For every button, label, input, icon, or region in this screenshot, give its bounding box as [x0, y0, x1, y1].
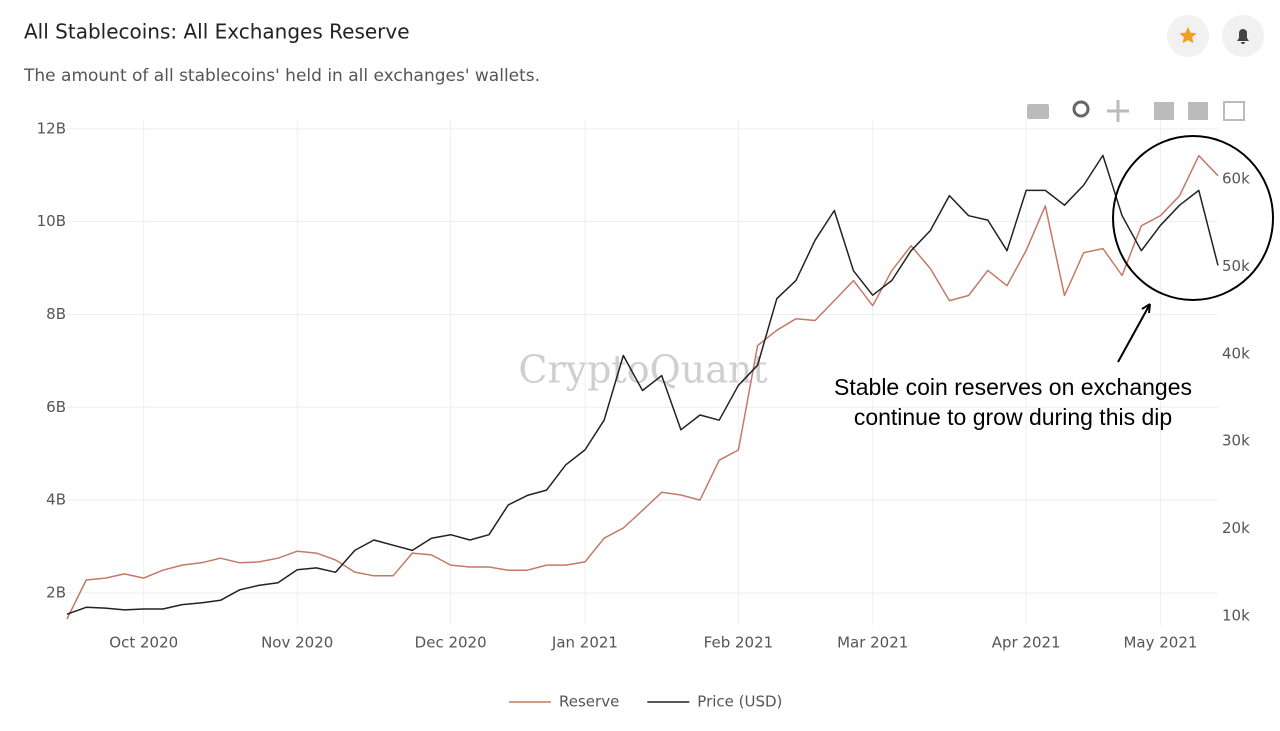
- watermark: CryptoQuant: [518, 348, 767, 392]
- y-tick-label: 4B: [46, 491, 66, 509]
- chart-title: All Stablecoins: All Exchanges Reserve: [24, 20, 410, 44]
- alert-button[interactable]: [1222, 15, 1264, 57]
- y2-tick-label: 10k: [1222, 606, 1250, 624]
- annotation-line: Stable coin reserves on exchanges: [834, 374, 1192, 400]
- zoom-out-button[interactable]: [1188, 102, 1208, 120]
- y2-tick-label: 40k: [1222, 344, 1250, 362]
- annotation-arrow: [1117, 303, 1151, 363]
- favorite-button[interactable]: [1167, 15, 1209, 57]
- x-tick-label: Apr 2021: [992, 634, 1061, 652]
- y-tick-label: 12B: [37, 119, 66, 137]
- toolbar: [1027, 100, 1245, 122]
- zoom-in-button[interactable]: [1154, 102, 1174, 120]
- x-tick-label: Nov 2020: [261, 634, 333, 652]
- x-tick-label: Oct 2020: [109, 634, 178, 652]
- pan-button[interactable]: [1107, 100, 1129, 122]
- x-tick-label: Jan 2021: [551, 634, 618, 652]
- legend-label: Price (USD): [697, 693, 782, 711]
- camera-button[interactable]: [1027, 104, 1049, 119]
- y2-tick-label: 30k: [1222, 432, 1250, 450]
- y-tick-label: 8B: [46, 305, 66, 323]
- x-tick-label: May 2021: [1123, 634, 1197, 652]
- zoom-button[interactable]: [1072, 100, 1090, 118]
- reset-button[interactable]: [1223, 101, 1245, 121]
- series-line: [66, 154, 1219, 615]
- legend-label: Reserve: [559, 693, 619, 711]
- y-tick-label: 2B: [46, 583, 66, 601]
- x-tick-label: Dec 2020: [415, 634, 487, 652]
- x-tick-label: Mar 2021: [837, 634, 908, 652]
- highlight-circle: [1112, 135, 1274, 301]
- y-tick-label: 10B: [37, 212, 66, 230]
- y2-tick-label: 20k: [1222, 519, 1250, 537]
- chart-subtitle: The amount of all stablecoins' held in a…: [23, 66, 540, 86]
- series-line: [66, 154, 1219, 620]
- annotation-line: continue to grow during this dip: [854, 404, 1172, 430]
- y2-tick-label: 50k: [1222, 257, 1250, 275]
- x-tick-label: Feb 2021: [704, 634, 774, 652]
- y2-tick-label: 60k: [1222, 169, 1250, 187]
- y-tick-label: 6B: [46, 398, 66, 416]
